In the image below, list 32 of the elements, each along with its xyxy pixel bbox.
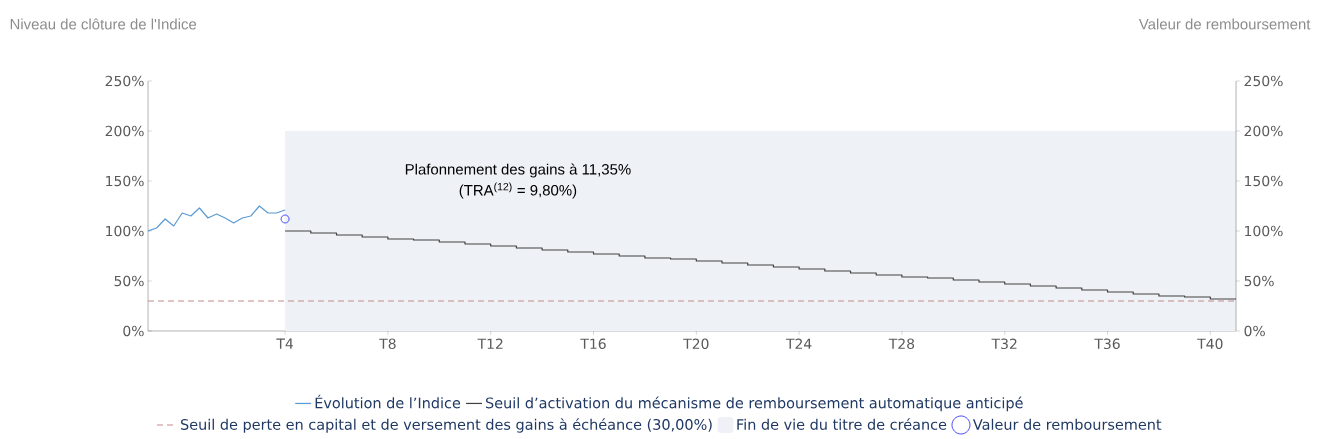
x-tick-label: T36 bbox=[1094, 338, 1120, 350]
annotation: (TRA$^{(12)}$ = 9,80%) bbox=[459, 182, 577, 199]
y2-tick-label: 250% bbox=[1244, 75, 1283, 87]
y2-tick-label: 100% bbox=[1245, 225, 1283, 237]
y2-tick-label: 150% bbox=[1245, 175, 1283, 187]
x-tick-label: T40 bbox=[1197, 338, 1223, 350]
y2-tick-label: 200% bbox=[1244, 125, 1283, 137]
x-tick-label: T32 bbox=[991, 338, 1017, 350]
legend-label: Seuil de perte en capital et de versement des gains à échéance (30,00%) bbox=[181, 418, 712, 433]
x-tick-label: T8 bbox=[379, 338, 396, 350]
x-tick-label: T20 bbox=[683, 338, 709, 350]
x-tick-label: T24 bbox=[785, 338, 812, 349]
x-tick-label: T28 bbox=[888, 338, 915, 350]
y-tick-label: 250% bbox=[105, 75, 144, 87]
legend-label: Seuil d’activation du mécanisme de remboursement automatique anticipé bbox=[485, 396, 1023, 412]
legend-label: Valeur de remboursement bbox=[972, 418, 1162, 430]
y2-axis-title: Valeur de remboursement bbox=[1138, 18, 1311, 30]
legend-label: Fin de vie du titre de créance bbox=[737, 418, 947, 430]
y-tick-label: 0% bbox=[123, 325, 144, 337]
y2-tick-label: 50% bbox=[1244, 275, 1274, 287]
annotation: Plafonnement des gains à 11,35% bbox=[405, 163, 631, 178]
y-tick-label: 150% bbox=[106, 175, 144, 187]
legend-label: Évolution de l’Indice bbox=[315, 394, 461, 409]
x-tick-label: T4 bbox=[276, 338, 294, 349]
y-axis-title: Niveau de clôture de l'Indice bbox=[10, 18, 197, 30]
y2-tick-label: 0% bbox=[1244, 325, 1265, 337]
x-tick-label: T16 bbox=[580, 338, 606, 350]
line-series bbox=[148, 205, 286, 232]
y-tick-label: 100% bbox=[106, 225, 144, 237]
y-tick-label: 200% bbox=[105, 125, 144, 137]
y-tick-label: 50% bbox=[114, 275, 144, 287]
x-tick-label: T12 bbox=[477, 338, 503, 349]
